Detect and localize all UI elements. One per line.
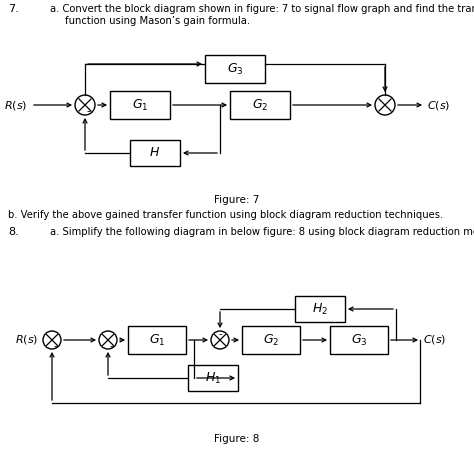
Text: a. Simplify the following diagram in below figure: 8 using block diagram reducti: a. Simplify the following diagram in bel… [50,227,474,237]
Text: -: - [218,329,222,339]
Text: $H_1$: $H_1$ [205,370,221,386]
Text: $C(s)$: $C(s)$ [427,99,450,112]
Text: 7.: 7. [8,4,19,14]
Text: a. Convert the block diagram shown in figure: 7 to signal flow graph and find th: a. Convert the block diagram shown in fi… [50,4,474,14]
Bar [110,91,170,119]
Circle shape [375,95,395,115]
Text: Figure: 7: Figure: 7 [214,195,260,205]
Text: $G_3$: $G_3$ [351,333,367,347]
Text: $G_2$: $G_2$ [263,333,279,347]
Circle shape [99,331,117,349]
Text: $H_2$: $H_2$ [312,302,328,316]
Bar [130,140,180,166]
Circle shape [211,331,229,349]
Bar [128,326,186,354]
Bar [330,326,388,354]
Bar [230,91,290,119]
Text: $H$: $H$ [149,147,161,159]
Text: $R(s)$: $R(s)$ [15,333,38,346]
Bar [295,296,345,322]
Circle shape [75,95,95,115]
Text: $G_1$: $G_1$ [132,98,148,112]
Text: $C(s)$: $C(s)$ [423,333,447,346]
Text: -: - [86,106,90,116]
Text: -: - [109,341,113,351]
Text: b. Verify the above gained transfer function using block diagram reduction techn: b. Verify the above gained transfer func… [8,210,443,220]
Text: $R(s)$: $R(s)$ [4,99,27,112]
Text: $G_1$: $G_1$ [149,333,165,347]
Text: $G_3$: $G_3$ [227,62,243,76]
Bar [205,55,265,83]
Text: Figure: 8: Figure: 8 [214,434,260,444]
Circle shape [43,331,61,349]
Text: $G_2$: $G_2$ [252,98,268,112]
Text: -: - [53,341,57,351]
Text: function using Mason’s gain formula.: function using Mason’s gain formula. [65,16,250,26]
Text: 8.: 8. [8,227,19,237]
Bar [242,326,300,354]
Bar [188,365,238,391]
